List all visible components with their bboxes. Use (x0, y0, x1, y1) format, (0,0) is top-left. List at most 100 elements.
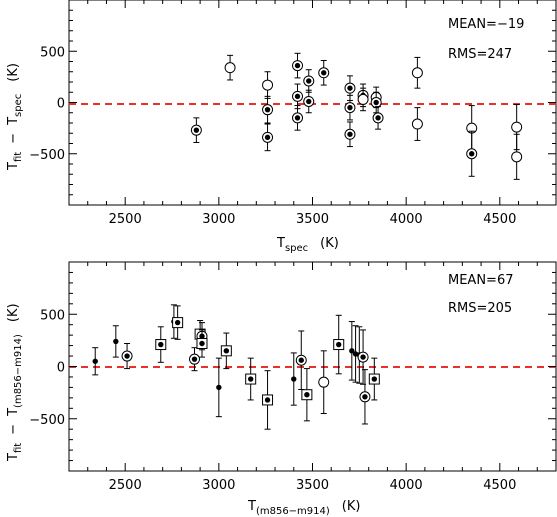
chart-panel-top: 2500 3000 3500 4000 4500 −500 0 500 MEAN=−19 R… (6, 0, 557, 254)
marker-circle (224, 62, 236, 74)
y-axis-label-left: T (6, 453, 21, 462)
data-point (344, 121, 356, 148)
data-point (303, 69, 315, 93)
x-axis-label-main: T (247, 499, 256, 514)
marker-dot (336, 341, 342, 348)
marker-dot (375, 115, 381, 121)
marker-circle (511, 151, 523, 163)
data-point (411, 56, 423, 89)
marker-dot (349, 348, 355, 354)
data-point (368, 357, 380, 401)
x-tick-label: 3000 (202, 212, 235, 227)
data-point (348, 321, 355, 381)
y-axis-label-minus: − (6, 424, 21, 435)
marker-dot (247, 376, 254, 382)
data-point (370, 91, 382, 114)
marker-dot (360, 354, 366, 360)
marker-dot (347, 104, 353, 111)
marker-dot (371, 376, 378, 382)
marker-dot (191, 356, 198, 362)
data-point (359, 369, 371, 425)
marker-circle (411, 67, 423, 79)
x-axis-label: T(m856−m914) (K) (247, 499, 360, 517)
marker-dot (373, 99, 379, 106)
data-point (344, 75, 356, 101)
x-tick-label: 4000 (390, 478, 423, 493)
data-point (357, 87, 369, 112)
marker-dot (264, 134, 271, 141)
y-axis-label-right-sub: spec (13, 94, 24, 117)
x-axis-label-sub: (m856−m914) (256, 506, 330, 517)
marker-dot (199, 340, 205, 347)
data-point (333, 314, 345, 375)
y-axis-label-left: T (6, 162, 21, 171)
y-axis-label-right: T (6, 408, 21, 417)
marker-dot (124, 353, 130, 359)
y-tick-label: 500 (40, 45, 65, 60)
y-axis-label-minus: − (6, 133, 21, 144)
marker-dot (294, 93, 301, 100)
data-point (155, 326, 167, 363)
data-point (290, 352, 297, 406)
x-tick-label: 2500 (109, 478, 142, 493)
x-axis-label-sub: spec (285, 243, 308, 254)
axis-ticks (68, 0, 557, 206)
data-point (92, 347, 99, 376)
marker-dot (264, 106, 271, 113)
data-point (511, 133, 523, 180)
marker-dot (216, 384, 222, 391)
data-point (224, 54, 236, 81)
data-points (190, 52, 523, 180)
y-tick-label: 0 (57, 97, 65, 112)
annotation-rms: RMS=247 (448, 47, 512, 62)
x-tick-label: 4000 (390, 212, 423, 227)
annotation-mean: MEAN=67 (448, 273, 513, 288)
marker-dot (291, 376, 297, 382)
y-axis-label-left-sub: fit (13, 443, 24, 453)
data-point (262, 71, 274, 99)
y-axis-label: Tfit − Tspec (K) (6, 63, 24, 171)
y-tick-label: 500 (40, 308, 65, 323)
annotation-rms: RMS=205 (448, 301, 512, 316)
data-point (372, 106, 384, 130)
data-point (245, 357, 257, 401)
marker-dot (294, 115, 301, 121)
marker-circle (411, 118, 423, 130)
data-point (301, 368, 313, 422)
marker-dot (306, 98, 312, 105)
marker-dot (298, 357, 304, 363)
x-tick-labels: 2500 3000 3500 4000 4500 (109, 212, 517, 227)
x-axis-label-unit: (K) (342, 499, 361, 514)
data-points (92, 304, 380, 430)
marker-dot (321, 70, 327, 76)
x-axis-label-main: T (276, 236, 285, 251)
data-point (295, 330, 307, 390)
data-point (292, 105, 304, 131)
data-point (188, 347, 200, 372)
data-point (220, 332, 232, 370)
data-point (190, 117, 202, 143)
data-point (318, 59, 330, 86)
data-point (262, 95, 274, 124)
marker-dot (113, 338, 119, 345)
marker-dot (92, 358, 98, 364)
data-point (466, 130, 478, 177)
marker-circle (262, 79, 274, 91)
y-tick-labels: −500 0 500 (29, 308, 65, 428)
data-point (262, 370, 274, 430)
x-tick-label: 4500 (483, 212, 516, 227)
x-tick-label: 2500 (109, 212, 142, 227)
y-axis-label: Tfit−T(m856−m914)(K) (6, 303, 24, 462)
data-point (121, 343, 133, 370)
y-axis-label-right-sub: (m856−m914) (13, 334, 24, 408)
marker-dot (193, 127, 200, 133)
data-point (292, 83, 304, 110)
x-axis-label: Tspec (K) (276, 236, 339, 254)
y-tick-label: 0 (57, 361, 65, 376)
data-point (215, 357, 222, 418)
marker-dot (264, 397, 271, 403)
data-point (318, 350, 330, 415)
marker-dot (304, 392, 310, 398)
marker-dot (294, 62, 301, 69)
